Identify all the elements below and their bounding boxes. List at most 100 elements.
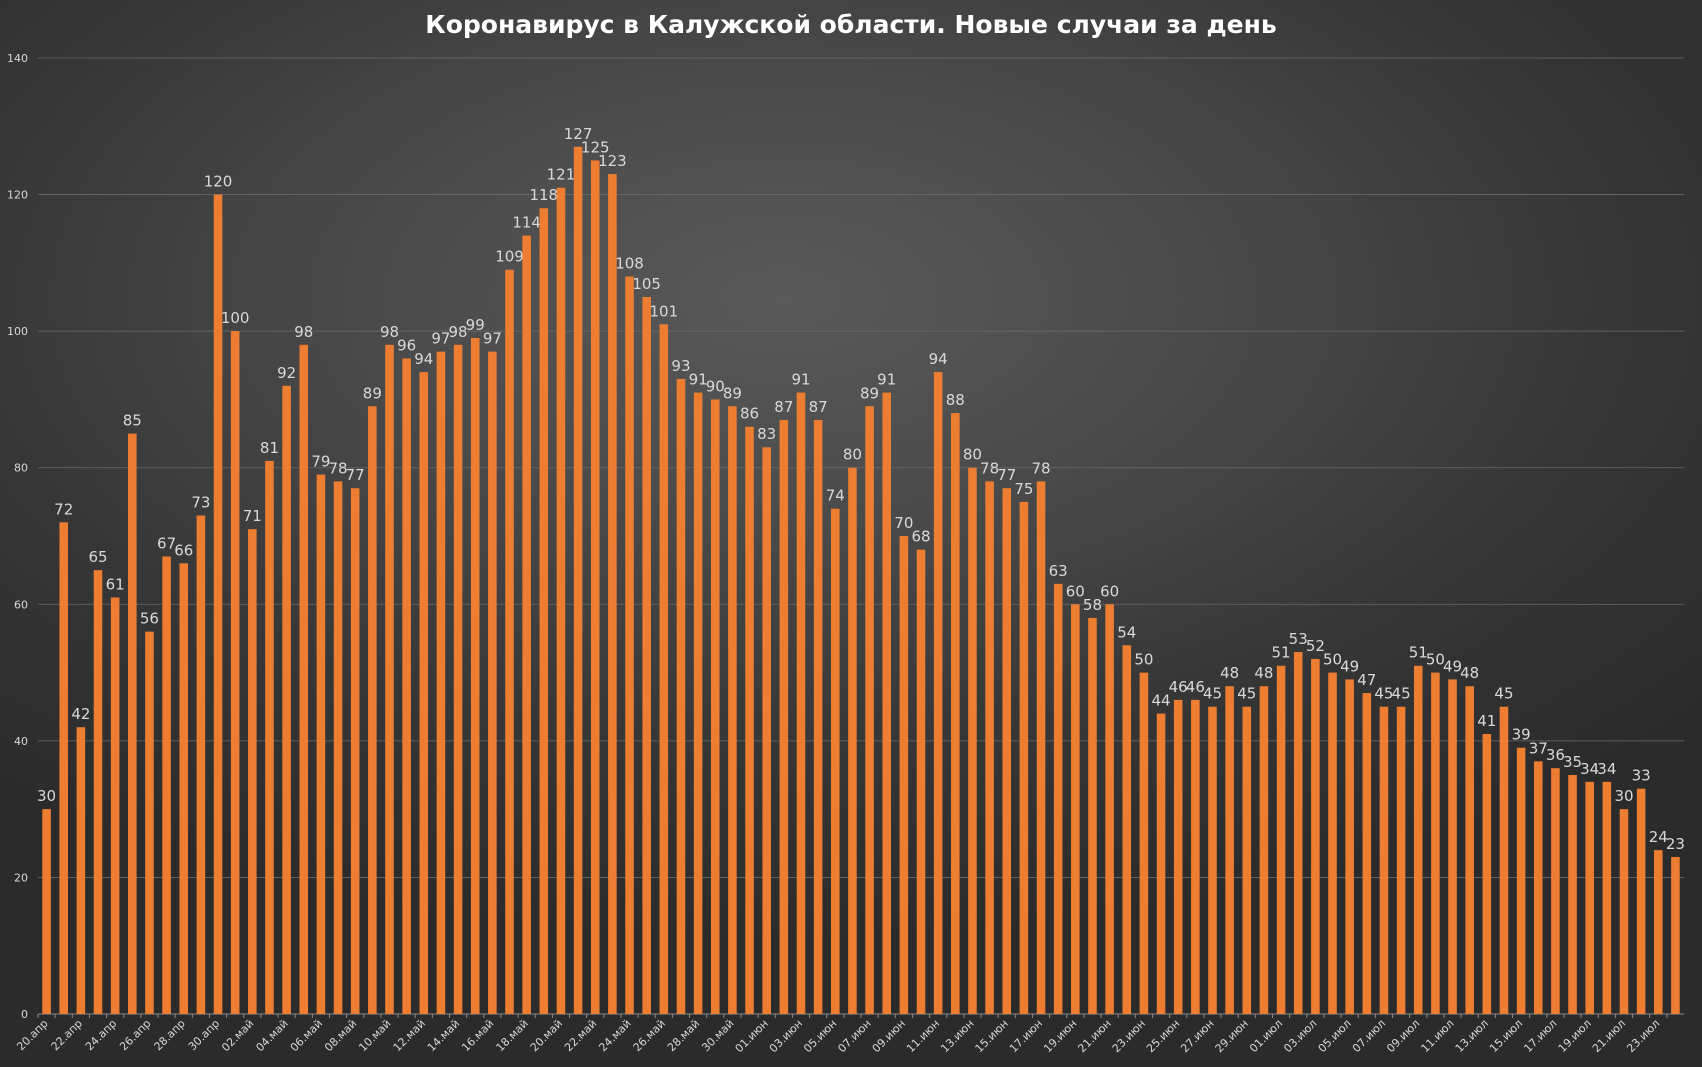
data-label: 79	[311, 453, 330, 471]
bar	[1122, 645, 1132, 1014]
bar	[1636, 788, 1646, 1014]
bar	[350, 488, 360, 1014]
data-label: 70	[894, 514, 913, 532]
bar	[813, 419, 823, 1014]
data-label: 34	[1580, 760, 1599, 778]
data-label: 99	[466, 316, 485, 334]
data-label: 80	[843, 446, 862, 464]
bar	[1139, 672, 1149, 1014]
data-label: 42	[71, 705, 90, 723]
bar	[1671, 856, 1680, 1014]
data-label: 121	[547, 166, 576, 184]
data-label: 54	[1117, 623, 1136, 641]
x-tick-label: 27.июн	[1178, 1017, 1216, 1055]
bar	[1568, 775, 1577, 1014]
bar	[762, 447, 771, 1014]
x-tick-label: 15.июл	[1487, 1017, 1525, 1055]
data-label: 60	[1100, 582, 1119, 600]
bar	[42, 809, 51, 1014]
y-tick-label: 80	[14, 462, 28, 475]
x-tick-label: 29.июн	[1213, 1017, 1251, 1055]
data-label: 77	[346, 466, 365, 484]
bar	[110, 597, 120, 1014]
data-label: 108	[615, 255, 644, 273]
bar	[539, 208, 549, 1014]
bar	[1173, 699, 1183, 1014]
bar	[1653, 850, 1663, 1014]
bar	[1019, 501, 1029, 1014]
data-label: 77	[997, 466, 1016, 484]
x-tick-label: 13.июн	[938, 1017, 976, 1055]
bar	[933, 372, 943, 1015]
data-label: 51	[1272, 644, 1291, 662]
x-tick-label: 11.июн	[904, 1017, 942, 1055]
data-label: 49	[1443, 657, 1462, 675]
x-tick-label: 22.май	[562, 1017, 599, 1054]
x-tick-label: 26.апр	[117, 1017, 153, 1053]
bar	[830, 508, 840, 1014]
data-label: 41	[1477, 712, 1496, 730]
data-label: 45	[1374, 685, 1393, 703]
data-label: 74	[826, 487, 845, 505]
bar	[488, 351, 497, 1015]
data-label: 68	[911, 528, 930, 546]
data-label: 120	[204, 173, 233, 191]
data-label: 78	[329, 459, 348, 477]
data-label: 24	[1649, 828, 1668, 846]
bar	[899, 536, 909, 1014]
bar	[76, 727, 86, 1014]
bar	[1088, 617, 1097, 1014]
x-tick-label: 01.июл	[1247, 1017, 1285, 1055]
bar	[642, 297, 651, 1014]
bar	[419, 372, 429, 1015]
y-tick-label: 40	[14, 735, 28, 748]
data-label: 118	[529, 186, 558, 204]
data-label: 105	[632, 275, 661, 293]
y-tick-label: 120	[7, 189, 28, 202]
bar	[505, 269, 514, 1015]
x-tick-label: 24.апр	[83, 1017, 119, 1053]
bar	[453, 344, 463, 1014]
x-tick-label: 28.апр	[152, 1017, 188, 1053]
bar	[779, 419, 789, 1014]
x-tick-label: 21.июл	[1590, 1017, 1628, 1055]
data-label: 125	[581, 138, 610, 156]
data-label: 127	[564, 125, 593, 143]
bar	[1191, 699, 1200, 1014]
data-label: 100	[221, 309, 250, 327]
x-tick-label: 25.июн	[1144, 1017, 1182, 1055]
data-label: 39	[1512, 726, 1531, 744]
x-tick-label: 03.июн	[767, 1017, 805, 1055]
data-label: 50	[1323, 651, 1342, 669]
x-tick-label: 24.май	[596, 1017, 633, 1054]
bar	[265, 460, 274, 1014]
x-tick-label: 18.май	[494, 1017, 531, 1054]
bar	[316, 474, 326, 1014]
x-tick-label: 09.июл	[1384, 1017, 1422, 1055]
x-tick-label: 22.апр	[49, 1017, 85, 1053]
y-tick-label: 0	[21, 1008, 28, 1021]
x-tick-label: 07.июн	[835, 1017, 873, 1055]
bar	[745, 426, 754, 1014]
data-label: 98	[294, 323, 313, 341]
data-label: 47	[1357, 671, 1376, 689]
data-label: 97	[431, 330, 450, 348]
x-tick-label: 20.апр	[14, 1017, 50, 1053]
bar	[1105, 604, 1114, 1014]
x-tick-label: 11.июл	[1419, 1017, 1457, 1055]
bar	[333, 481, 343, 1014]
data-label: 30	[1614, 787, 1633, 805]
data-label: 114	[512, 214, 541, 232]
data-label: 89	[860, 384, 879, 402]
data-label: 75	[1014, 480, 1033, 498]
data-label: 49	[1340, 657, 1359, 675]
bar	[951, 413, 960, 1015]
bar	[1413, 665, 1423, 1014]
data-label: 46	[1169, 678, 1188, 696]
bar	[1208, 706, 1217, 1014]
bar	[796, 392, 806, 1015]
x-tick-label: 02.май	[219, 1017, 256, 1054]
bar	[1036, 481, 1046, 1014]
bar	[1465, 686, 1474, 1014]
